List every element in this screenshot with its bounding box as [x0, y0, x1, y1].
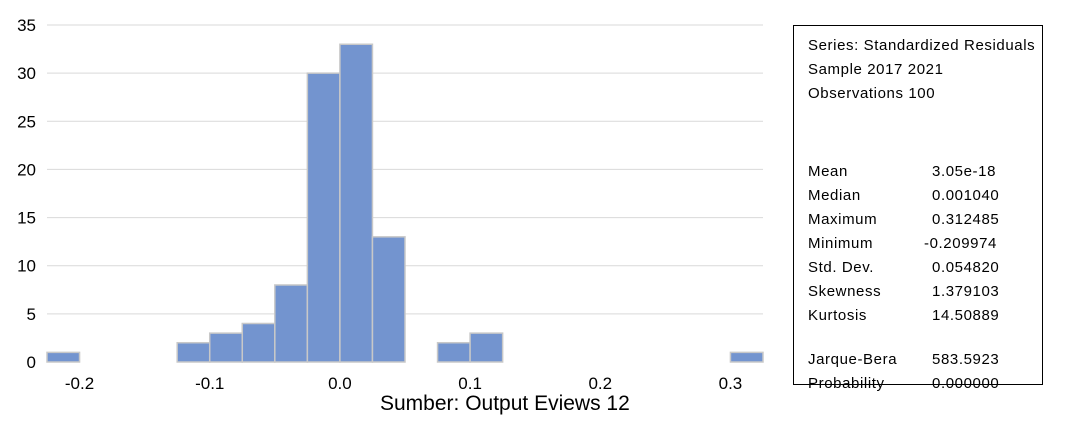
stat-value: 0.000000 — [932, 375, 1000, 392]
stat-label: Maximum — [808, 211, 878, 228]
histogram-bar — [729, 351, 764, 363]
chart-caption: Sumber: Output Eviews 12 — [380, 392, 630, 415]
stat-value: 14.50889 — [932, 307, 1000, 324]
stat-value: 0.054820 — [932, 259, 1000, 276]
observations-count: Observations 100 — [808, 85, 936, 102]
stat-label: Jarque-Bera — [808, 351, 898, 368]
stat-row-jarque-bera: Jarque-Bera 583.5923 — [808, 348, 1038, 372]
histogram-bars — [46, 43, 764, 363]
y-tick-label: 15 — [17, 209, 36, 228]
x-axis-tick-labels: -0.2 -0.1 0.0 0.1 0.2 0.3 — [65, 374, 742, 393]
y-tick-label: 5 — [27, 305, 36, 324]
histogram-bar — [46, 351, 81, 363]
histogram-bar — [436, 341, 471, 363]
histogram-bar — [241, 322, 276, 363]
grid-lines — [47, 24, 763, 315]
histogram-bar — [469, 332, 504, 363]
stat-label: Skewness — [808, 283, 882, 300]
y-tick-label: 25 — [17, 112, 36, 131]
histogram-bar — [339, 43, 374, 363]
series-name: Series: Standardized Residuals — [808, 37, 1036, 54]
descriptive-statistics-box: Series: Standardized Residuals Sample 20… — [793, 25, 1043, 392]
stat-label: Mean — [808, 163, 848, 180]
stat-row-median: Median 0.001040 — [808, 184, 1038, 208]
stat-label: Kurtosis — [808, 307, 867, 324]
histogram-bar — [176, 341, 211, 363]
y-tick-label: 10 — [17, 257, 36, 276]
stats-header: Series: Standardized Residuals Sample 20… — [808, 34, 1035, 106]
histogram-chart: 0 5 10 15 20 25 30 35 -0.2 -0.1 0.0 0.1 0.2 0.3 — [17, 16, 764, 393]
x-tick-label: 0.1 — [458, 374, 482, 393]
histogram-bar — [274, 284, 309, 363]
stat-value: -0.209974 — [924, 235, 997, 252]
stat-row-mean: Mean 3.05e-18 — [808, 160, 1038, 184]
stat-row-skewness: Skewness 1.379103 — [808, 280, 1038, 304]
stat-value: 3.05e-18 — [932, 163, 997, 180]
histogram-bar — [371, 236, 406, 363]
x-tick-label: 0.2 — [588, 374, 612, 393]
stat-label: Median — [808, 187, 861, 204]
stat-label: Probability — [808, 375, 885, 392]
x-tick-label: -0.2 — [65, 374, 94, 393]
stat-row-std-dev: Std. Dev. 0.054820 — [808, 256, 1038, 280]
x-tick-label: 0.0 — [328, 374, 352, 393]
y-tick-label: 30 — [17, 64, 36, 83]
stat-row-kurtosis: Kurtosis 14.50889 — [808, 304, 1038, 328]
stat-row-minimum: Minimum -0.209974 — [808, 232, 1038, 256]
y-tick-label: 35 — [17, 16, 36, 35]
stat-row-probability: Probability 0.000000 — [808, 372, 1038, 396]
x-tick-label: 0.3 — [719, 374, 743, 393]
stat-label: Std. Dev. — [808, 259, 874, 276]
x-tick-label: -0.1 — [195, 374, 224, 393]
stat-value: 583.5923 — [932, 351, 1000, 368]
stat-value: 0.001040 — [932, 187, 1000, 204]
histogram-bar — [306, 72, 341, 363]
stat-value: 0.312485 — [932, 211, 1000, 228]
stat-row-maximum: Maximum 0.312485 — [808, 208, 1038, 232]
sample-range: Sample 2017 2021 — [808, 61, 944, 78]
stat-label: Minimum — [808, 235, 874, 252]
stat-value: 1.379103 — [932, 283, 1000, 300]
y-axis-tick-labels: 0 5 10 15 20 25 30 35 — [17, 16, 36, 372]
y-tick-label: 20 — [17, 160, 36, 179]
histogram-bar — [208, 332, 244, 363]
y-tick-label: 0 — [27, 353, 36, 372]
